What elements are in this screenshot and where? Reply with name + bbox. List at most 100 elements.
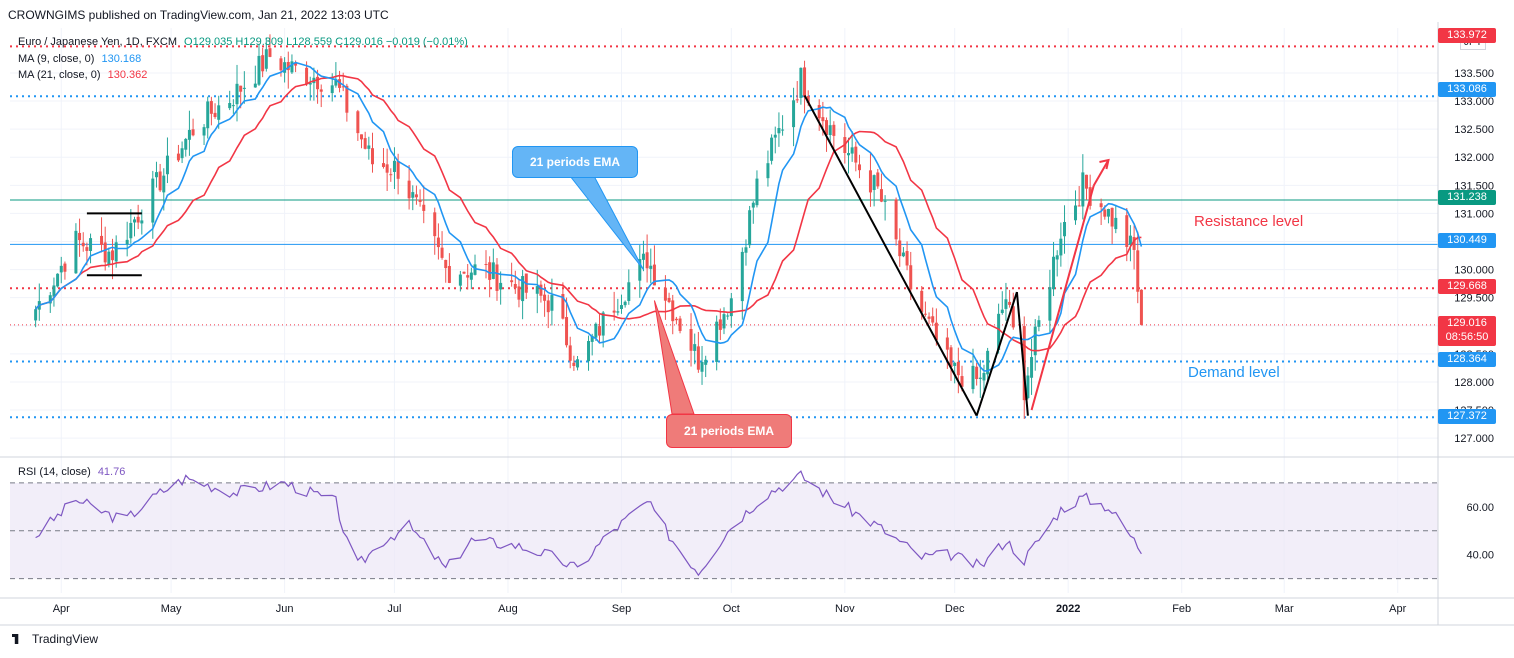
candle-body xyxy=(568,345,572,361)
candle-body xyxy=(1008,301,1012,305)
candle-body xyxy=(590,335,594,342)
candle-body xyxy=(206,101,210,129)
candle-body xyxy=(901,252,905,257)
y-tick-label: 129.500 xyxy=(1454,293,1494,305)
candle-body xyxy=(319,89,323,92)
callout-blue: 21 periods EMA xyxy=(512,146,638,178)
candle-body xyxy=(360,134,364,140)
ma9-line xyxy=(35,61,1143,372)
candle-body xyxy=(184,138,188,150)
candle-body xyxy=(407,180,411,199)
candle-body xyxy=(997,313,1001,350)
candle-body xyxy=(1059,238,1063,256)
candle-body xyxy=(638,259,642,281)
candle-body xyxy=(458,274,462,286)
uptrend-line xyxy=(1030,185,1095,411)
candle-body xyxy=(440,247,444,258)
candle-body xyxy=(411,192,415,198)
candle-body xyxy=(773,134,777,138)
candle-body xyxy=(154,172,158,178)
candle-body xyxy=(242,87,246,89)
candle-body xyxy=(770,137,774,161)
candle-body xyxy=(803,67,807,97)
price-box-127: 127.372 xyxy=(1438,409,1496,424)
candle-body xyxy=(444,259,448,269)
candle-body xyxy=(140,220,144,224)
candle-body xyxy=(191,129,195,136)
candle-body xyxy=(539,284,543,296)
tradingview-logo[interactable]: TradingView xyxy=(12,632,98,646)
candle-body xyxy=(612,310,616,313)
candle-body xyxy=(1125,215,1129,247)
candle-body xyxy=(418,199,422,202)
candle-body xyxy=(165,155,169,175)
legend-ma9-row: MA (9, close, 0) 130.168 xyxy=(18,53,141,65)
candle-body xyxy=(107,251,111,265)
candle-body xyxy=(1074,205,1078,221)
price-box-current: 129.016 08:56:50 xyxy=(1438,316,1496,346)
price-box-130: 130.449 xyxy=(1438,233,1496,248)
candle-body xyxy=(543,294,547,301)
resistance-level-label: Resistance level xyxy=(1194,213,1304,230)
candle-body xyxy=(744,247,748,253)
legend-ma21-value: 130.362 xyxy=(107,69,148,81)
candle-body xyxy=(1063,221,1067,237)
candle-body xyxy=(517,286,521,300)
candle-body xyxy=(927,316,931,319)
candle-body xyxy=(825,120,829,136)
candle-body xyxy=(598,326,602,336)
candle-body xyxy=(868,170,872,193)
candle-body xyxy=(649,265,653,269)
legend-ma21-label: MA (21, close, 0) xyxy=(18,69,101,81)
candle-body xyxy=(832,124,836,136)
candle-body xyxy=(59,265,63,273)
legend-ma21-row: MA (21, close, 0) 130.362 xyxy=(18,69,147,81)
y-tick-label: 127.000 xyxy=(1454,433,1494,445)
candle-body xyxy=(308,82,312,85)
legend-symbol: Euro / Japanese Yen, 1D, FXCM xyxy=(18,36,177,48)
candle-body xyxy=(846,153,850,156)
candle-body xyxy=(1077,205,1081,207)
candle-body xyxy=(286,62,290,71)
candle-body xyxy=(447,265,451,283)
candle-body xyxy=(283,62,287,73)
candle-body xyxy=(132,219,136,223)
candle-body xyxy=(52,285,56,297)
candle-body xyxy=(1081,172,1085,207)
candle-body xyxy=(1048,287,1052,321)
x-axis-ticks: Apr May Jun Jul Aug Sep Oct Nov Dec 2022 Feb Mar Apr xyxy=(53,603,1407,615)
candle-body xyxy=(817,105,821,119)
candle-body xyxy=(495,264,499,291)
candle-body xyxy=(1022,326,1026,401)
candle-body xyxy=(381,163,385,167)
candle-body xyxy=(799,67,803,98)
bar-countdown: 08:56:50 xyxy=(1445,331,1489,343)
candle-body xyxy=(854,146,858,163)
candle-body xyxy=(334,79,338,86)
candle-body xyxy=(1004,299,1008,309)
candle-body xyxy=(535,286,539,294)
legend-ma9-value: 130.168 xyxy=(101,53,142,65)
candle-body xyxy=(561,294,565,319)
candle-body xyxy=(718,319,722,330)
x-tick-label: Mar xyxy=(1275,603,1294,615)
candle-body xyxy=(63,263,67,272)
x-tick-label: Apr xyxy=(53,603,70,615)
price-box-131: 131.238 xyxy=(1438,190,1496,205)
candle-body xyxy=(1026,375,1030,399)
candle-body xyxy=(623,301,627,306)
price-box-129: 129.668 xyxy=(1438,279,1496,294)
downtrend-line xyxy=(803,94,978,417)
candle-body xyxy=(1136,250,1140,292)
candle-body xyxy=(89,238,93,251)
candle-body xyxy=(1037,320,1041,327)
candle-body xyxy=(601,312,605,336)
candle-body xyxy=(1084,174,1088,189)
candle-body xyxy=(330,85,334,94)
y-tick-label: 131.000 xyxy=(1454,208,1494,220)
x-tick-label: Jun xyxy=(276,603,294,615)
uptrend-arrow-head xyxy=(1099,158,1110,170)
candle-body xyxy=(572,362,576,366)
candle-body xyxy=(396,161,400,179)
